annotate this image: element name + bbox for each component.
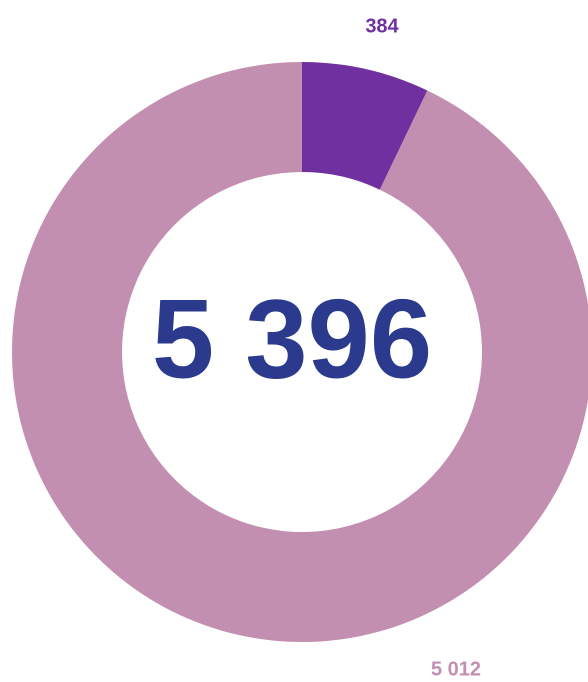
value-label: 384 — [365, 15, 399, 37]
value-label: 5 012 — [431, 658, 481, 680]
center-total: 5 396 — [152, 277, 432, 402]
donut-slice — [12, 62, 588, 642]
donut-slice — [302, 62, 428, 190]
